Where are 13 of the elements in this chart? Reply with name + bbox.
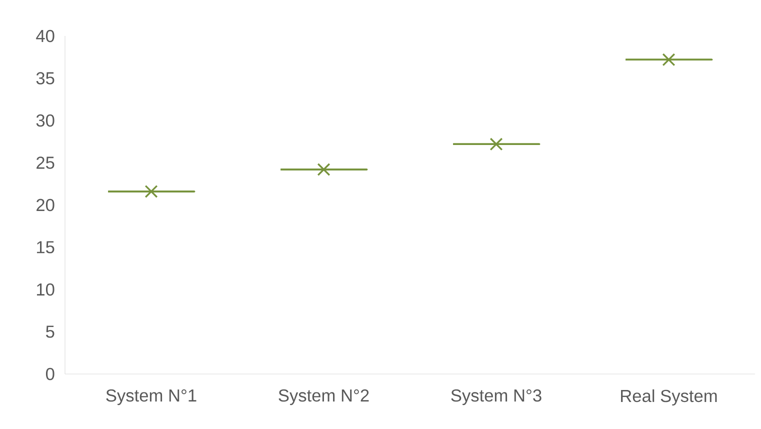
y-tick-label: 30 — [36, 114, 54, 127]
y-tick-label: 25 — [36, 156, 54, 169]
y-tick-label: 0 — [46, 368, 54, 380]
y-tick-label: 35 — [36, 72, 54, 84]
x-tick-label: Real System — [621, 389, 717, 406]
y-tick-label: 10 — [36, 283, 54, 296]
x-tick-label: System N°3 — [451, 389, 542, 406]
y-tick-label: 40 — [36, 30, 54, 42]
x-tick-label: System N°1 — [106, 389, 196, 406]
y-tick-label: 20 — [36, 198, 54, 212]
y-tick-label: 5 — [46, 326, 54, 338]
x-tick-label: System N°2 — [278, 389, 369, 406]
y-tick-label: 15 — [36, 241, 54, 254]
